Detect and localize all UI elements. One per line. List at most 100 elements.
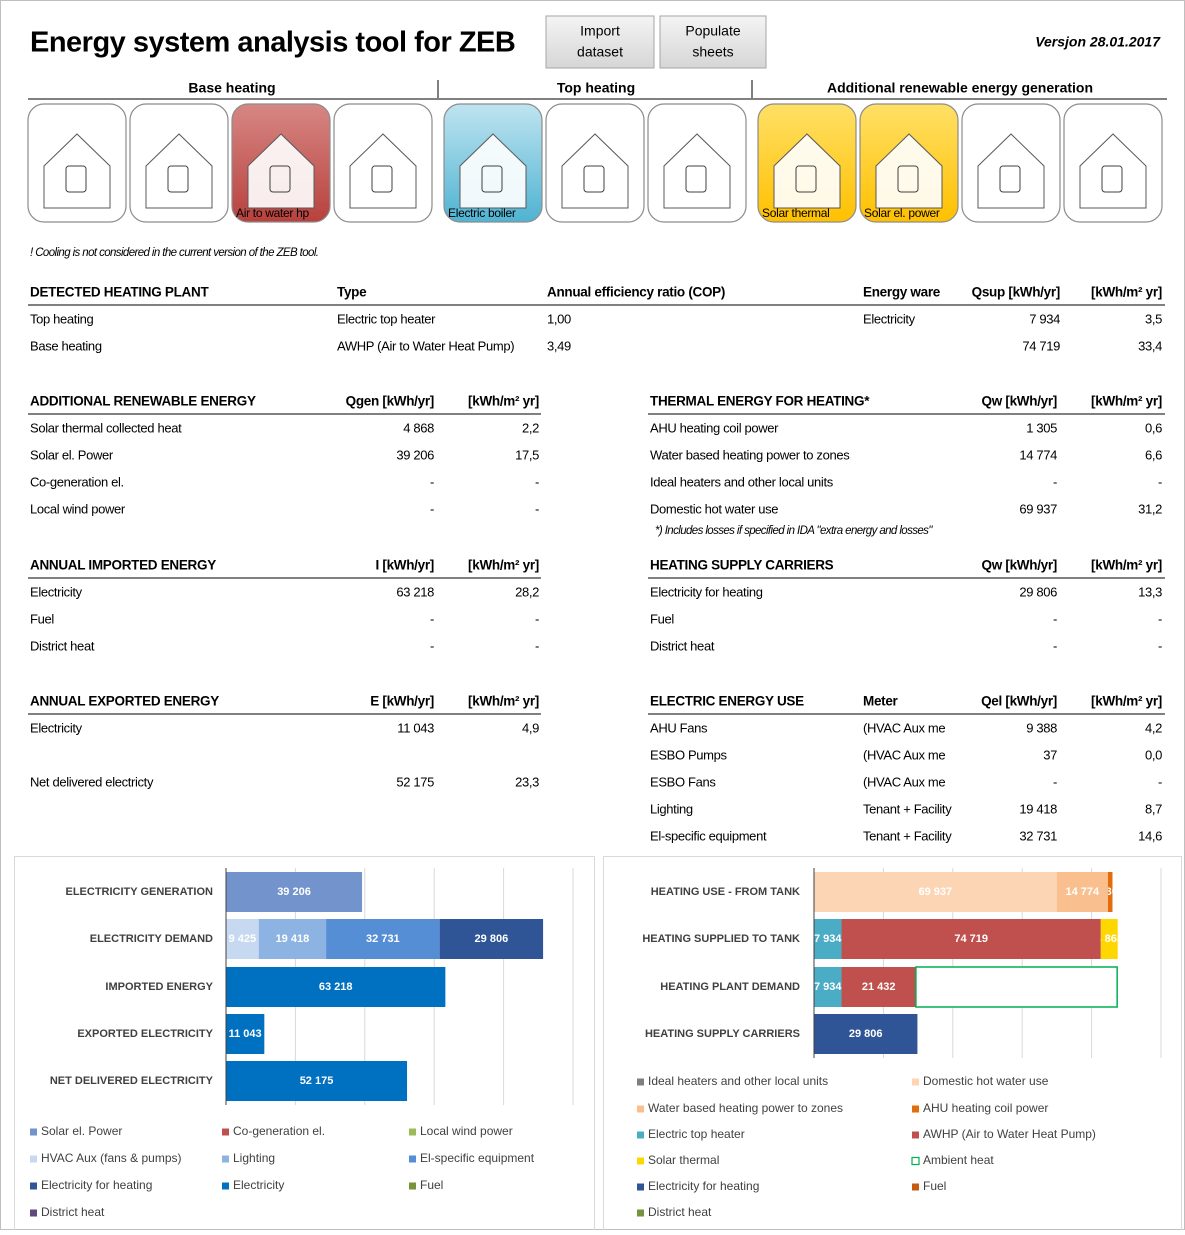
legend-swatch (409, 1155, 416, 1163)
table-cell: Solar thermal collected heat (30, 420, 182, 435)
table-cell: Base heating (30, 338, 102, 353)
bar-segment (1056, 872, 1108, 912)
legend-label: District heat (648, 1205, 712, 1219)
table-cell: Ideal heaters and other local units (650, 474, 834, 489)
table-cell: El-specific equipment (650, 828, 767, 843)
table-cell: 4 868 (403, 420, 434, 435)
table-cell: Fuel (650, 611, 674, 626)
button-label: Import (580, 23, 620, 39)
device-icon (685, 165, 707, 193)
tile[interactable] (129, 103, 229, 223)
legend-swatch (409, 1182, 416, 1190)
table-cell: Electric top heater (337, 311, 436, 326)
table-cell: - (430, 611, 434, 626)
tile[interactable] (1063, 103, 1163, 223)
house-icon (459, 133, 527, 209)
tile[interactable] (545, 103, 645, 223)
button[interactable]: Import dataset (545, 15, 655, 69)
button[interactable]: Populate sheets (659, 15, 767, 69)
category-label: HEATING PLANT DEMAND (660, 981, 800, 993)
bar-segment (841, 967, 916, 1007)
table-cell: 23,3 (515, 774, 539, 789)
table-cell: 3,5 (1145, 311, 1162, 326)
table-cell: 13,3 (1138, 584, 1162, 599)
table-cell: - (1053, 638, 1057, 653)
legend-label: AHU heating coil power (923, 1101, 1048, 1115)
button-face (545, 15, 655, 69)
table-header: Annual efficiency ratio (COP) (547, 285, 725, 300)
section-title: Additional renewable energy generation (827, 80, 1093, 96)
table-cell: Top heating (30, 311, 93, 326)
tile[interactable]: Solar thermal (757, 103, 857, 223)
tile-face (647, 103, 747, 223)
value-label: 7 934 (814, 981, 842, 993)
table-header: Qgen [kWh/yr] (346, 394, 434, 409)
legend-swatch (222, 1128, 229, 1136)
tile[interactable] (647, 103, 747, 223)
legend-swatch (912, 1183, 919, 1191)
house-icon (43, 133, 111, 209)
table-cell: 14,6 (1138, 828, 1162, 843)
bar-segment (841, 919, 1101, 959)
legend-swatch (30, 1182, 37, 1190)
chart-panel (14, 856, 595, 1235)
bar-segment (226, 967, 446, 1007)
table-cell: - (1158, 611, 1162, 626)
legend-label: Lighting (233, 1151, 275, 1165)
table-cell: 69 937 (1019, 501, 1057, 516)
table-cell: 4,2 (1145, 720, 1162, 735)
tile[interactable]: Electric boiler (443, 103, 543, 223)
tile[interactable]: Solar el. power (859, 103, 959, 223)
tile-face (333, 103, 433, 223)
table-cell: Local wind power (30, 501, 126, 516)
device-icon (269, 165, 291, 193)
device-icon (167, 165, 189, 193)
bar-segment (439, 919, 544, 959)
table-cell: - (430, 638, 434, 653)
table-cell: 4,9 (522, 720, 539, 735)
table-cell: ESBO Pumps (650, 747, 728, 762)
table-cell: (HVAC Aux me (863, 720, 945, 735)
table-cell: Lighting (650, 801, 693, 816)
house-icon (977, 133, 1045, 209)
table-header: Qw [kWh/yr] (982, 558, 1057, 573)
tile[interactable]: Air to water hp (231, 103, 331, 223)
legend-label: District heat (41, 1205, 105, 1219)
value-label: 14 774 (1065, 886, 1100, 898)
tile[interactable] (961, 103, 1061, 223)
legend-label: HVAC Aux (fans & pumps) (41, 1151, 182, 1165)
table-cell: District heat (650, 638, 715, 653)
legend-swatch (912, 1078, 919, 1086)
tile-face (129, 103, 229, 223)
table-cell: Electricity for heating (650, 584, 763, 599)
tile-label: Solar el. power (864, 206, 940, 220)
legend-label: Co-generation el. (233, 1124, 325, 1138)
device-icon (999, 165, 1021, 193)
value-label: 29 806 (849, 1028, 883, 1040)
table-cell: 63 218 (396, 584, 434, 599)
table-cell: AHU heating coil power (650, 420, 779, 435)
table-header: [kWh/m² yr] (1091, 558, 1162, 573)
house-icon (145, 133, 213, 209)
bar-segment (1100, 919, 1118, 959)
bar-segment (226, 1061, 408, 1101)
legend-swatch (30, 1128, 37, 1136)
tile[interactable] (333, 103, 433, 223)
house-icon (663, 133, 731, 209)
legend-swatch (911, 1156, 920, 1166)
bar-segment (814, 872, 1057, 912)
table-cell: 32 731 (1019, 828, 1057, 843)
table-cell: 39 206 (396, 447, 434, 462)
legend-swatch (637, 1105, 644, 1113)
tile-label: Electric boiler (448, 206, 516, 220)
table-cell: Domestic hot water use (650, 501, 778, 516)
bar-segment (915, 966, 1118, 1008)
category-label: IMPORTED ENERGY (105, 981, 213, 993)
device-icon (1101, 165, 1123, 193)
legend-label: Solar el. Power (41, 1124, 122, 1138)
legend-label: Domestic hot water use (923, 1074, 1049, 1088)
tile[interactable] (27, 103, 127, 223)
table-cell: Electricity (863, 311, 916, 326)
house-icon (349, 133, 417, 209)
table-cell: - (1053, 611, 1057, 626)
